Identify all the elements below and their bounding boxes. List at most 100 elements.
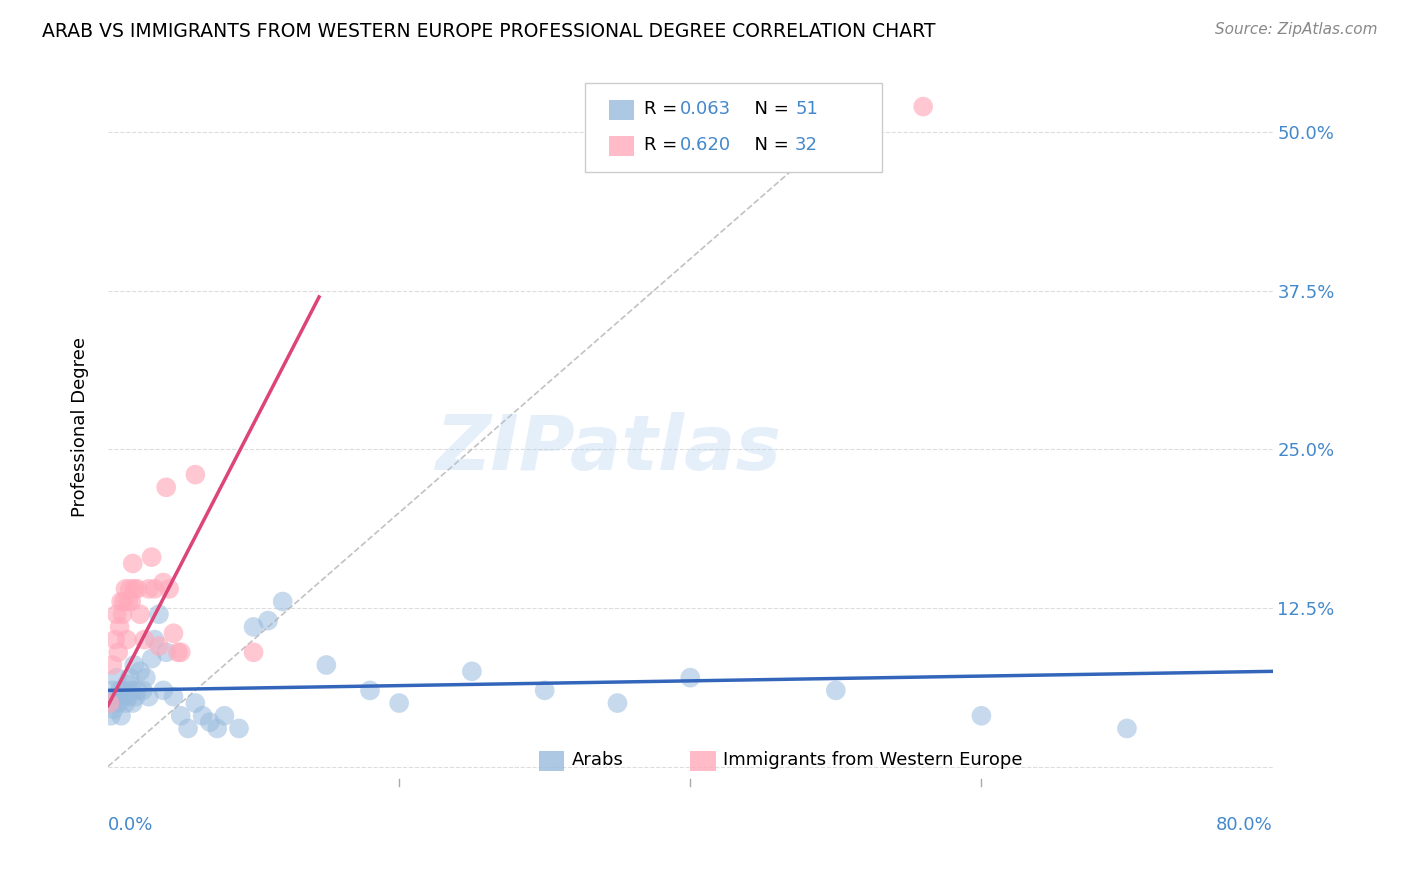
Point — [100, 708, 122, 723]
Point — [148, 607, 170, 622]
Point — [117, 594, 139, 608]
Point — [112, 594, 135, 608]
Point — [141, 550, 163, 565]
Point — [124, 690, 146, 704]
Point — [117, 690, 139, 704]
Point — [606, 696, 628, 710]
Text: 0.063: 0.063 — [679, 100, 731, 118]
Point — [970, 708, 993, 723]
Point — [912, 99, 935, 113]
Point — [315, 658, 337, 673]
Point — [167, 645, 190, 659]
Y-axis label: Professional Degree: Professional Degree — [72, 337, 89, 517]
Point — [141, 651, 163, 665]
Point — [162, 626, 184, 640]
Point — [118, 671, 141, 685]
Point — [205, 722, 228, 736]
Point — [138, 582, 160, 596]
Point — [120, 594, 142, 608]
Point — [98, 696, 121, 710]
Point — [162, 690, 184, 704]
Point — [101, 683, 124, 698]
Text: N =: N = — [742, 136, 794, 153]
Point — [148, 639, 170, 653]
Point — [461, 665, 484, 679]
Point — [115, 677, 138, 691]
Point — [105, 607, 128, 622]
Point — [170, 708, 193, 723]
Point — [1116, 722, 1139, 736]
Point — [177, 722, 200, 736]
Text: 51: 51 — [794, 100, 818, 118]
Point — [111, 690, 134, 704]
Point — [112, 683, 135, 698]
FancyBboxPatch shape — [538, 751, 564, 772]
Point — [120, 683, 142, 698]
Point — [108, 620, 131, 634]
Point — [127, 683, 149, 698]
Point — [271, 594, 294, 608]
Point — [122, 582, 145, 596]
Point — [242, 645, 264, 659]
Text: Arabs: Arabs — [571, 751, 623, 770]
Text: ZIPatlas: ZIPatlas — [436, 411, 782, 485]
Point — [127, 582, 149, 596]
Point — [129, 607, 152, 622]
Point — [104, 632, 127, 647]
Text: N =: N = — [742, 100, 794, 118]
Point — [152, 683, 174, 698]
Point — [115, 632, 138, 647]
Point — [103, 702, 125, 716]
Text: 0.0%: 0.0% — [108, 815, 153, 834]
Point — [824, 683, 846, 698]
Text: ARAB VS IMMIGRANTS FROM WESTERN EUROPE PROFESSIONAL DEGREE CORRELATION CHART: ARAB VS IMMIGRANTS FROM WESTERN EUROPE P… — [42, 22, 935, 41]
Point — [114, 696, 136, 710]
Point — [129, 665, 152, 679]
Point — [170, 645, 193, 659]
Point — [143, 582, 166, 596]
Point — [157, 582, 180, 596]
Point — [132, 683, 155, 698]
Text: 32: 32 — [794, 136, 818, 153]
Text: 80.0%: 80.0% — [1216, 815, 1272, 834]
Point — [191, 708, 214, 723]
Point — [105, 671, 128, 685]
Point — [121, 557, 143, 571]
Point — [155, 645, 177, 659]
Point — [107, 696, 129, 710]
Point — [107, 645, 129, 659]
Point — [184, 696, 207, 710]
FancyBboxPatch shape — [609, 100, 634, 120]
Point — [108, 683, 131, 698]
Point — [143, 632, 166, 647]
Point — [114, 582, 136, 596]
Point — [388, 696, 411, 710]
Point — [138, 690, 160, 704]
Point — [184, 467, 207, 482]
Point — [155, 480, 177, 494]
Point — [98, 696, 121, 710]
FancyBboxPatch shape — [690, 751, 716, 772]
Point — [533, 683, 555, 698]
Point — [110, 594, 132, 608]
Point — [121, 696, 143, 710]
Point — [198, 715, 221, 730]
Point — [118, 582, 141, 596]
Point — [122, 658, 145, 673]
Point — [152, 575, 174, 590]
Point — [242, 620, 264, 634]
Point — [257, 614, 280, 628]
FancyBboxPatch shape — [585, 83, 883, 172]
Text: 0.620: 0.620 — [679, 136, 731, 153]
Point — [214, 708, 236, 723]
Point — [135, 671, 157, 685]
Point — [111, 607, 134, 622]
Point — [134, 632, 156, 647]
Point — [228, 722, 250, 736]
FancyBboxPatch shape — [609, 136, 634, 156]
Point — [110, 708, 132, 723]
Text: R =: R = — [644, 136, 683, 153]
Point — [359, 683, 381, 698]
Point — [101, 658, 124, 673]
Point — [679, 671, 702, 685]
